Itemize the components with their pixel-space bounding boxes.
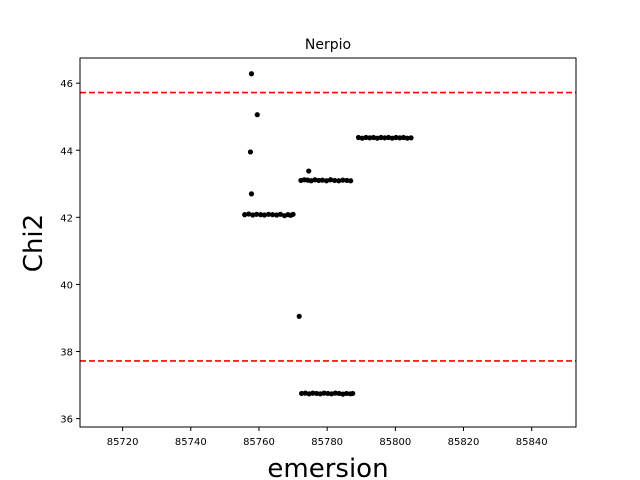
data-point [306, 168, 312, 174]
data-point [319, 177, 325, 183]
y-axis: 36 38 40 42 44 46 [60, 79, 80, 426]
data-point [332, 177, 338, 184]
x-tick-label: 85840 [516, 437, 548, 448]
data-point [290, 211, 296, 217]
data-point [296, 313, 302, 319]
data-point [248, 71, 255, 77]
data-points [242, 71, 414, 397]
x-tick-label: 85800 [379, 437, 411, 448]
x-tick-label: 85740 [175, 437, 207, 448]
data-point [298, 390, 305, 397]
data-point [313, 390, 320, 397]
data-point [254, 112, 260, 118]
x-tick-label: 85760 [243, 437, 275, 448]
data-point [397, 135, 403, 141]
data-point [258, 212, 264, 218]
data-point [247, 149, 254, 155]
data-point [248, 191, 255, 197]
y-tick-label: 38 [60, 348, 73, 359]
data-point [321, 390, 327, 396]
data-point [340, 177, 346, 183]
y-tick-label: 42 [60, 213, 73, 224]
x-axis: 85720 85740 85760 85780 85800 85820 85840 [107, 427, 548, 448]
data-point [378, 134, 384, 141]
x-axis-title: emersion [267, 454, 388, 480]
data-point [408, 135, 414, 141]
data-point [332, 390, 338, 396]
data-point [382, 135, 388, 141]
data-point [343, 390, 350, 397]
y-tick-label: 36 [60, 415, 73, 426]
y-tick-label: 46 [60, 79, 73, 90]
y-tick-label: 40 [60, 280, 73, 291]
x-tick-label: 85720 [107, 437, 139, 448]
data-point [253, 211, 260, 217]
reference-lines [80, 91, 576, 362]
data-point [316, 177, 322, 184]
data-point [277, 211, 284, 217]
data-point [323, 178, 330, 184]
data-point [270, 212, 276, 218]
plot-frame [79, 57, 577, 428]
data-point [363, 134, 369, 141]
data-point [246, 211, 252, 217]
y-tick-label: 44 [60, 146, 73, 157]
data-point [327, 177, 334, 183]
x-tick-label: 85780 [311, 437, 343, 448]
data-point [348, 178, 354, 184]
data-point [325, 390, 331, 397]
data-point [404, 135, 410, 141]
data-point [265, 211, 272, 217]
data-point [310, 390, 316, 396]
data-point [350, 390, 356, 397]
chart-title: Nerpio [305, 37, 351, 53]
data-point [367, 135, 373, 141]
data-point [242, 212, 248, 218]
data-point [393, 134, 399, 141]
data-point [344, 177, 350, 184]
data-point [336, 178, 342, 184]
x-tick-label: 85820 [448, 437, 480, 448]
y-axis-title: Chi2 [19, 214, 49, 272]
data-point [261, 212, 268, 218]
